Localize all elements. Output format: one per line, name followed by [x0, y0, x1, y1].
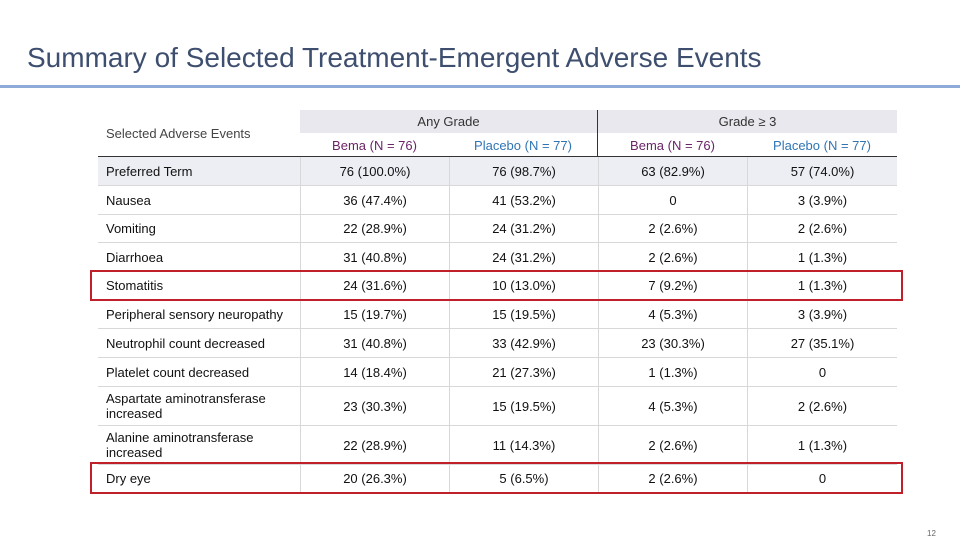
table-cell: 4 (5.3%) [598, 300, 747, 329]
row-label: Peripheral sensory neuropathy [98, 300, 300, 329]
row-label: Preferred Term [98, 157, 300, 186]
table-cell: 3 (3.9%) [747, 300, 897, 329]
table-cell: 57 (74.0%) [747, 157, 897, 186]
table-cell: 3 (3.9%) [747, 186, 897, 215]
column-header: Placebo (N = 77) [449, 133, 598, 157]
table-cell: 33 (42.9%) [449, 329, 598, 358]
slide-title: Summary of Selected Treatment-Emergent A… [27, 42, 762, 73]
table-cell: 27 (35.1%) [747, 329, 897, 358]
row-label: Vomiting [98, 215, 300, 243]
table-cell: 15 (19.7%) [300, 300, 449, 329]
table-cell: 76 (100.0%) [300, 157, 449, 186]
table-cell: 2 (2.6%) [598, 243, 747, 272]
table-cell: 21 (27.3%) [449, 358, 598, 387]
table-cell: 23 (30.3%) [598, 329, 747, 358]
table-cell: 1 (1.3%) [598, 358, 747, 387]
table-cell: 15 (19.5%) [449, 387, 598, 426]
table-cell: 2 (2.6%) [747, 387, 897, 426]
column-header: Bema (N = 76) [332, 137, 417, 153]
row-label: Aspartate aminotransferase increased [98, 387, 300, 426]
table-cell: 7 (9.2%) [598, 272, 747, 300]
table-cell: 31 (40.8%) [300, 243, 449, 272]
table-cell: 41 (53.2%) [449, 186, 598, 215]
page-number: 12 [927, 529, 936, 538]
group-header: Any Grade [300, 110, 598, 133]
column-header: Bema (N = 76) [630, 137, 715, 153]
table-cell: 22 (28.9%) [300, 215, 449, 243]
table-cell: 1 (1.3%) [747, 243, 897, 272]
row-label: Platelet count decreased [98, 358, 300, 387]
table-cell: 20 (26.3%) [300, 465, 449, 493]
table-cell: 1 (1.3%) [747, 272, 897, 300]
row-label: Nausea [98, 186, 300, 215]
table-cell: 24 (31.2%) [449, 215, 598, 243]
table-cell: 11 (14.3%) [449, 426, 598, 465]
highlight-box [90, 270, 903, 301]
table-cell: 24 (31.6%) [300, 272, 449, 300]
table-cell: 10 (13.0%) [449, 272, 598, 300]
title-rule [0, 85, 960, 88]
group-header: Grade ≥ 3 [598, 110, 897, 133]
table-cell: 2 (2.6%) [598, 465, 747, 493]
table-cell: 2 (2.6%) [598, 215, 747, 243]
row-label: Alanine aminotransferase increased [98, 426, 300, 465]
table-cell: 23 (30.3%) [300, 387, 449, 426]
table-cell: 2 (2.6%) [598, 426, 747, 465]
row-header: Selected Adverse Events [106, 126, 251, 141]
table-cell: 5 (6.5%) [449, 465, 598, 493]
row-label: Diarrhoea [98, 243, 300, 272]
table-cell: 0 [598, 186, 747, 215]
table-cell: 4 (5.3%) [598, 387, 747, 426]
table-cell: 22 (28.9%) [300, 426, 449, 465]
table-cell: 2 (2.6%) [747, 215, 897, 243]
row-label: Neutrophil count decreased [98, 329, 300, 358]
column-header: Placebo (N = 77) [773, 137, 871, 153]
highlight-box [90, 462, 903, 494]
row-label: Dry eye [98, 465, 300, 493]
table-cell: 76 (98.7%) [449, 157, 598, 186]
table-cell: 1 (1.3%) [747, 426, 897, 465]
table-cell: 14 (18.4%) [300, 358, 449, 387]
table-cell: 0 [747, 358, 897, 387]
table-cell: 15 (19.5%) [449, 300, 598, 329]
table-cell: 31 (40.8%) [300, 329, 449, 358]
table-cell: 63 (82.9%) [598, 157, 747, 186]
table-cell: 24 (31.2%) [449, 243, 598, 272]
table-cell: 36 (47.4%) [300, 186, 449, 215]
